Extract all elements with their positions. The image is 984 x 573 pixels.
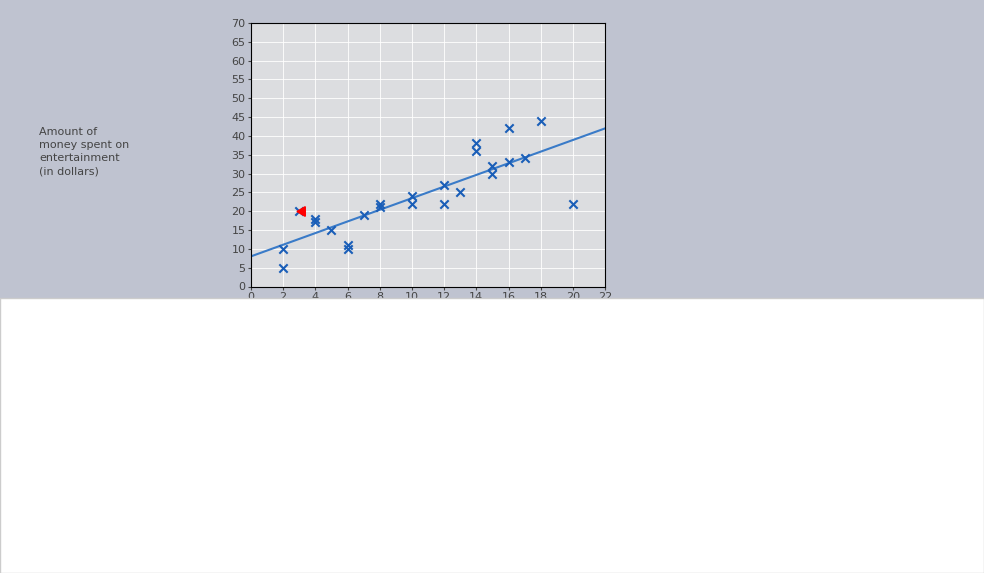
Point bbox=[533, 116, 549, 125]
Point bbox=[565, 199, 581, 208]
Point bbox=[436, 180, 452, 190]
Point bbox=[372, 203, 388, 212]
X-axis label: Number of hours worked: Number of hours worked bbox=[359, 306, 497, 316]
Text: a positive: a positive bbox=[254, 363, 325, 378]
Text: (b) For these 25 students, there is: (b) For these 25 students, there is bbox=[8, 363, 258, 378]
Point bbox=[404, 191, 420, 201]
FancyBboxPatch shape bbox=[249, 360, 361, 380]
Point bbox=[501, 158, 517, 167]
Text: 16 dollars.: 16 dollars. bbox=[12, 487, 90, 502]
Point bbox=[517, 154, 532, 163]
Text: 28 dollars.: 28 dollars. bbox=[12, 443, 90, 458]
Point bbox=[307, 214, 323, 223]
Point bbox=[276, 263, 291, 272]
Text: money spent.: money spent. bbox=[8, 385, 108, 400]
Text: ▼: ▼ bbox=[149, 449, 156, 459]
FancyBboxPatch shape bbox=[744, 325, 856, 345]
Text: 8 dollars.: 8 dollars. bbox=[12, 465, 80, 480]
Text: (c) Using the line of best fit, we would predict that a student working 12 hours: (c) Using the line of best fit, we would… bbox=[8, 418, 790, 433]
Point bbox=[356, 210, 372, 219]
FancyBboxPatch shape bbox=[7, 486, 164, 510]
Text: increase.: increase. bbox=[749, 328, 816, 343]
Point bbox=[291, 207, 307, 216]
Text: Amount of
money spent on
entertainment
(in dollars): Amount of money spent on entertainment (… bbox=[39, 127, 130, 176]
Point bbox=[339, 244, 355, 253]
Point bbox=[468, 146, 484, 155]
Point bbox=[404, 199, 420, 208]
Text: ▼: ▼ bbox=[348, 365, 355, 375]
Text: correlation between the number of hours worked and the amount of: correlation between the number of hours … bbox=[366, 363, 867, 378]
Point bbox=[307, 218, 323, 227]
Point bbox=[484, 162, 500, 171]
Point bbox=[453, 188, 468, 197]
Text: (a) For these 25 students, as the number of hours increases, the amount of money: (a) For these 25 students, as the number… bbox=[8, 328, 728, 343]
Point bbox=[484, 169, 500, 178]
FancyBboxPatch shape bbox=[7, 442, 164, 466]
Point bbox=[324, 225, 339, 234]
Text: ▼: ▼ bbox=[843, 330, 850, 340]
Point bbox=[276, 244, 291, 253]
Point bbox=[372, 199, 388, 208]
Point bbox=[468, 139, 484, 148]
FancyBboxPatch shape bbox=[7, 464, 164, 488]
Point bbox=[436, 199, 452, 208]
Point bbox=[501, 124, 517, 133]
Point bbox=[339, 241, 355, 250]
